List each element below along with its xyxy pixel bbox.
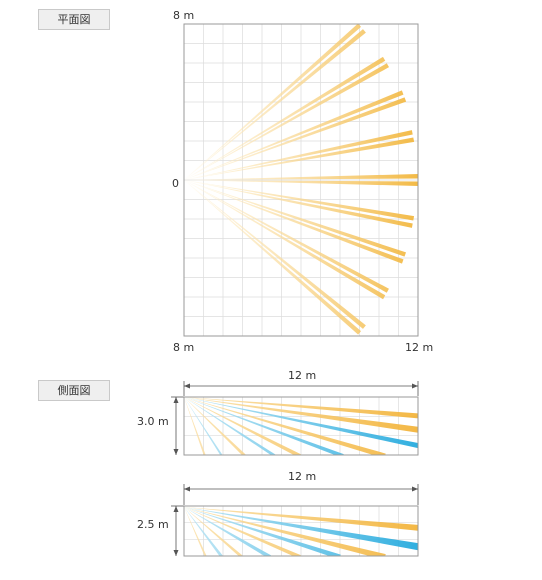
side1-dimension-line — [171, 381, 419, 455]
plan-beam-4-stripe-2 — [184, 137, 415, 180]
plan-origin-label: 0 — [172, 177, 179, 190]
side-beam-5 — [184, 397, 344, 455]
plan-beam-1-stripe-1 — [184, 24, 362, 180]
plan-beam-5-stripe-2 — [184, 180, 418, 186]
side-beam-4 — [184, 397, 386, 455]
side1-height-label: 3.0 m — [137, 415, 169, 428]
plan-beam-3-stripe-2 — [184, 97, 407, 180]
plan-beam-6-stripe-1 — [184, 180, 415, 221]
plan-beam-2-stripe-2 — [184, 63, 390, 180]
side2-dimension-line — [171, 484, 419, 556]
plan-bottom-right-label: 12 m — [405, 341, 434, 354]
plan-beam-4-stripe-1 — [184, 130, 413, 180]
side-beam-2 — [184, 397, 418, 433]
side-beam-9 — [184, 397, 223, 455]
side1-beams — [184, 397, 418, 455]
side-beam-5 — [184, 507, 301, 556]
side-beam-3 — [184, 507, 386, 556]
plan-view-tag: 平面図 — [38, 9, 110, 30]
plan-frame — [183, 23, 419, 337]
plan-beam-5-stripe-1 — [184, 174, 418, 180]
plan-beam-3-stripe-1 — [184, 90, 404, 180]
plan-beam-8-stripe-1 — [184, 180, 389, 293]
side2-height-label: 2.5 m — [137, 518, 169, 531]
side-beam-3 — [184, 397, 418, 449]
plan-bottom-left-label: 8 m — [173, 341, 195, 354]
plan-beam-9-stripe-2 — [184, 180, 362, 335]
side-view-tag: 側面図 — [38, 380, 110, 401]
plan-beam-1-stripe-2 — [184, 29, 366, 181]
plan-beam-7-stripe-2 — [184, 180, 404, 264]
side2-frame — [183, 505, 419, 557]
plan-beam-2-stripe-1 — [184, 56, 386, 181]
side-beam-10 — [184, 397, 206, 455]
side-beam-1 — [184, 507, 418, 531]
side-beam-4 — [184, 507, 341, 556]
side-beam-6 — [184, 507, 272, 556]
side1-width-label: 12 m — [288, 369, 317, 382]
plan-beam-9-stripe-1 — [184, 180, 366, 329]
plan-beam-6-stripe-2 — [184, 180, 413, 228]
side2-beams — [184, 507, 418, 556]
side-beam-1 — [184, 397, 418, 419]
side-beam-8 — [184, 397, 247, 455]
side-beam-7 — [184, 507, 243, 556]
plan-beam-8-stripe-2 — [184, 180, 386, 300]
side-beam-8 — [184, 507, 224, 556]
side-beam-6 — [184, 397, 301, 455]
plan-top-label: 8 m — [173, 9, 195, 22]
side-beam-2 — [184, 507, 418, 551]
side1-frame — [183, 396, 419, 456]
side2-grid — [184, 506, 418, 556]
side-beam-9 — [184, 507, 207, 556]
side-beam-7 — [184, 397, 276, 455]
side2-width-label: 12 m — [288, 470, 317, 483]
plan-beam-7-stripe-1 — [184, 180, 407, 257]
plan-beams — [184, 24, 418, 335]
